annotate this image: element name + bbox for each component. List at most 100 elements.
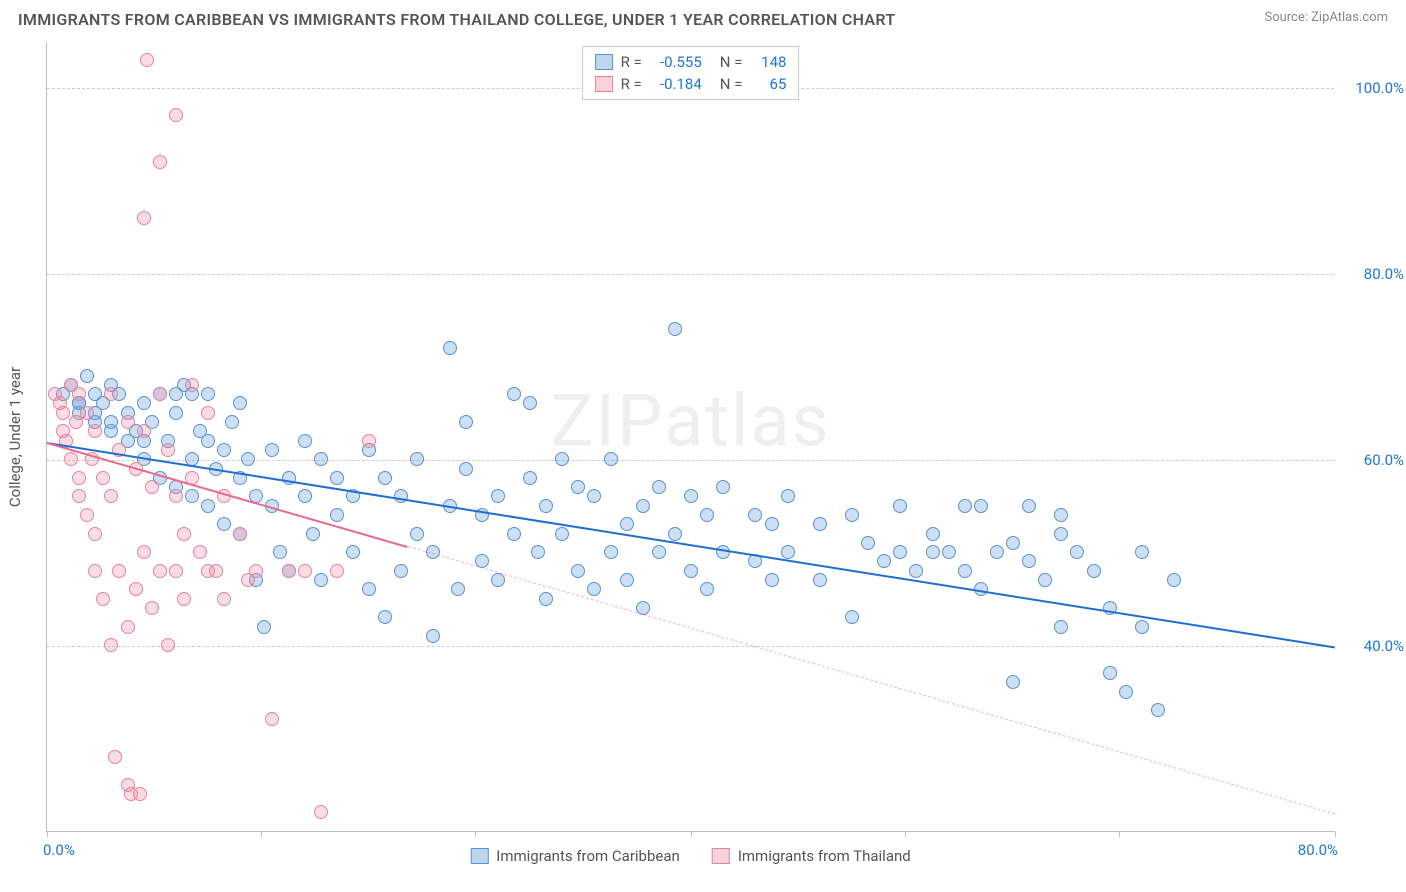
- x-axis-max-label: 80.0%: [1298, 841, 1338, 859]
- data-point: [265, 443, 279, 457]
- data-point: [700, 582, 714, 596]
- data-point: [225, 415, 239, 429]
- data-point: [209, 564, 223, 578]
- data-point: [145, 480, 159, 494]
- data-point: [121, 415, 135, 429]
- data-point: [1167, 573, 1181, 587]
- legend-item: Immigrants from Thailand: [712, 847, 911, 865]
- data-point: [684, 489, 698, 503]
- data-point: [845, 508, 859, 522]
- data-point: [108, 750, 122, 764]
- data-point: [459, 462, 473, 476]
- data-point: [893, 545, 907, 559]
- data-point: [1119, 685, 1133, 699]
- data-point: [942, 545, 956, 559]
- legend-label: Immigrants from Caribbean: [496, 847, 680, 865]
- data-point: [958, 564, 972, 578]
- data-point: [104, 638, 118, 652]
- data-point: [104, 387, 118, 401]
- bottom-legend: Immigrants from Caribbean Immigrants from…: [470, 847, 910, 865]
- data-point: [781, 545, 795, 559]
- data-point: [169, 108, 183, 122]
- trend-line: [407, 546, 1335, 815]
- data-point: [539, 592, 553, 606]
- data-point: [571, 480, 585, 494]
- x-axis-min-label: 0.0%: [43, 841, 75, 859]
- data-point: [539, 499, 553, 513]
- data-point: [104, 489, 118, 503]
- data-point: [104, 415, 118, 429]
- data-point: [491, 489, 505, 503]
- data-point: [394, 489, 408, 503]
- x-tick-mark: [1335, 831, 1336, 837]
- data-point: [861, 536, 875, 550]
- data-point: [604, 545, 618, 559]
- x-tick-mark: [475, 831, 476, 837]
- data-point: [137, 424, 151, 438]
- data-point: [201, 387, 215, 401]
- data-point: [265, 712, 279, 726]
- chart-title: IMMIGRANTS FROM CARIBBEAN VS IMMIGRANTS …: [18, 10, 895, 29]
- data-point: [362, 582, 376, 596]
- data-point: [88, 424, 102, 438]
- data-point: [257, 620, 271, 634]
- stat-row: R =-0.555N =148: [591, 51, 791, 73]
- data-point: [80, 508, 94, 522]
- data-point: [684, 564, 698, 578]
- data-point: [668, 527, 682, 541]
- stat-n-value: 148: [750, 53, 786, 71]
- data-point: [491, 573, 505, 587]
- data-point: [394, 564, 408, 578]
- stat-r-value: -0.184: [650, 75, 702, 93]
- data-point: [145, 601, 159, 615]
- x-tick-mark: [905, 831, 906, 837]
- data-point: [233, 527, 247, 541]
- data-point: [410, 452, 424, 466]
- data-point: [217, 592, 231, 606]
- y-tick-label: 80.0%: [1344, 265, 1404, 283]
- data-point: [1022, 499, 1036, 513]
- data-point: [587, 582, 601, 596]
- data-point: [72, 387, 86, 401]
- data-point: [636, 499, 650, 513]
- stat-n-label: N =: [720, 75, 743, 93]
- data-point: [668, 322, 682, 336]
- data-point: [1103, 666, 1117, 680]
- data-point: [96, 592, 110, 606]
- data-point: [177, 592, 191, 606]
- data-point: [813, 517, 827, 531]
- data-point: [555, 452, 569, 466]
- data-point: [201, 406, 215, 420]
- data-point: [748, 508, 762, 522]
- data-point: [193, 545, 207, 559]
- data-point: [217, 443, 231, 457]
- legend-swatch: [470, 848, 488, 864]
- data-point: [306, 527, 320, 541]
- data-point: [161, 638, 175, 652]
- legend-label: Immigrants from Thailand: [738, 847, 911, 865]
- data-point: [1006, 536, 1020, 550]
- stat-r-label: R =: [621, 75, 642, 93]
- gridline: [47, 274, 1334, 275]
- data-point: [96, 471, 110, 485]
- y-tick-label: 60.0%: [1344, 451, 1404, 469]
- data-point: [185, 378, 199, 392]
- data-point: [1135, 620, 1149, 634]
- data-point: [140, 53, 154, 67]
- data-point: [587, 489, 601, 503]
- data-point: [201, 499, 215, 513]
- data-point: [72, 489, 86, 503]
- data-point: [652, 480, 666, 494]
- data-point: [571, 564, 585, 578]
- data-point: [974, 499, 988, 513]
- data-point: [716, 480, 730, 494]
- data-point: [1022, 554, 1036, 568]
- y-axis-label: College, Under 1 year: [6, 366, 24, 506]
- data-point: [80, 406, 94, 420]
- data-point: [72, 471, 86, 485]
- data-point: [507, 387, 521, 401]
- stat-n-value: 65: [750, 75, 786, 93]
- data-point: [56, 406, 70, 420]
- gridline: [47, 646, 1334, 647]
- data-point: [137, 545, 151, 559]
